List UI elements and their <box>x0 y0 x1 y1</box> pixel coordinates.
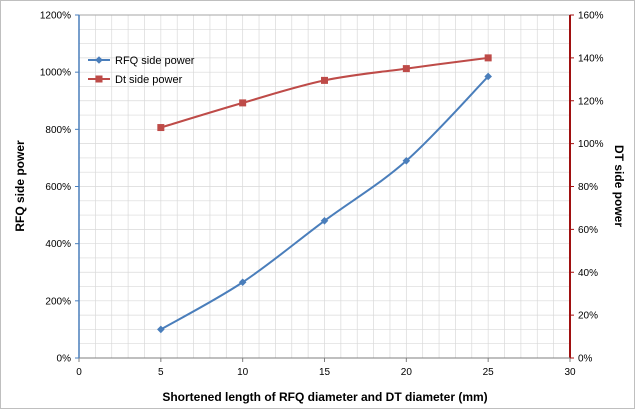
x-tick-label: 15 <box>319 367 331 378</box>
y-right-tick-label: 120% <box>578 96 604 107</box>
y-left-tick-label: 1000% <box>40 68 71 79</box>
y-left-tick-label: 0% <box>57 354 72 365</box>
legend-label-rfq-side-power: RFQ side power <box>115 55 195 67</box>
y-left-tick-label: 1200% <box>40 11 71 22</box>
x-tick-label: 30 <box>564 367 576 378</box>
y-right-tick-label: 80% <box>578 182 598 193</box>
tick-labels: 0 5 10 15 20 25 300%200%400%600%800%1000%1200%… <box>40 11 604 379</box>
x-tick-label: 10 <box>237 367 249 378</box>
legend-marker-rfq-side-power <box>95 56 103 64</box>
data-point-dt-side-power <box>239 99 247 107</box>
legend: RFQ side power Dt side power <box>88 55 195 86</box>
y-right-tick-label: 160% <box>578 11 604 22</box>
x-tick-label: 25 <box>483 367 495 378</box>
legend-marker-dt-side-power <box>95 75 103 83</box>
data-point-rfq-side-power <box>402 156 411 165</box>
data-point-dt-side-power <box>157 124 165 132</box>
y-left-tick-label: 400% <box>45 239 71 250</box>
data-point-rfq-side-power <box>484 72 492 81</box>
series <box>157 54 492 334</box>
y-right-tick-label: 0% <box>578 354 593 365</box>
y-right-tick-label: 100% <box>578 139 604 150</box>
y-right-tick-label: 140% <box>578 53 604 64</box>
data-point-dt-side-power <box>321 76 328 84</box>
y-left-tick-label: 600% <box>45 182 71 193</box>
legend-label-dt-side-power: Dt side power <box>115 74 183 86</box>
data-point-dt-side-power <box>402 65 410 73</box>
y-left-tick-label: 800% <box>45 125 71 136</box>
data-point-rfq-side-power <box>320 217 329 225</box>
data-point-rfq-side-power <box>238 278 247 287</box>
data-point-dt-side-power <box>484 54 492 62</box>
y-left-axis-title: RFQ side power <box>13 140 27 232</box>
axes <box>75 14 574 362</box>
x-tick-label: 5 <box>158 367 164 378</box>
y-right-tick-label: 40% <box>578 268 598 279</box>
x-tick-label: 20 <box>401 367 413 378</box>
y-right-tick-label: 60% <box>578 225 598 236</box>
data-point-rfq-side-power <box>157 325 165 334</box>
y-right-axis-title: DT side power <box>612 145 626 227</box>
x-tick-label: 0 <box>76 367 82 378</box>
y-right-tick-label: 20% <box>578 311 598 322</box>
x-axis-title: Shortened length of RFQ diameter and DT … <box>162 390 487 404</box>
y-left-tick-label: 200% <box>45 296 71 307</box>
